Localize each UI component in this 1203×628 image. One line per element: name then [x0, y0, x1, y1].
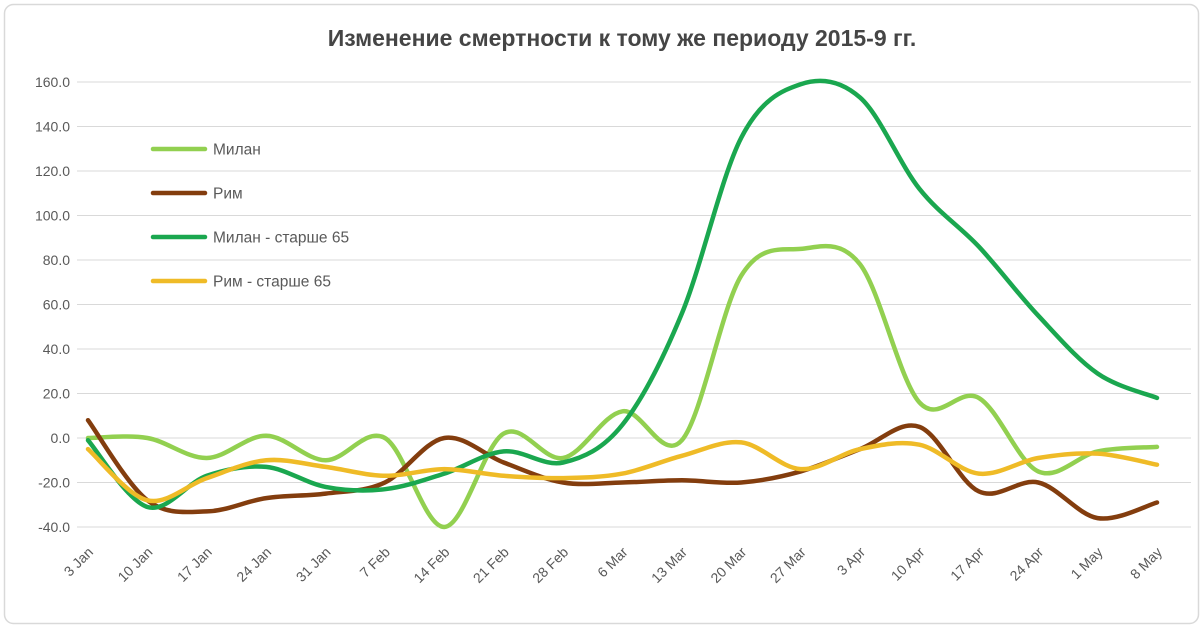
legend-label-3: Рим - старше 65	[213, 274, 331, 291]
y-axis-labels: -40.0 -20.0 0.0 20.0 40.0 60.0 80.0 100.0 120.0 1…	[35, 74, 70, 535]
series-line-2	[85, 78, 1160, 510]
series-lines	[85, 78, 1160, 530]
y-axis-label: 60.0	[43, 297, 70, 313]
y-axis-label: 120.0	[35, 163, 70, 179]
legend-label-1: Рим	[213, 186, 243, 203]
y-axis-label: 40.0	[43, 341, 70, 357]
series-line-1	[85, 417, 1160, 521]
legend-item-3[interactable]: Рим - старше 65	[150, 274, 331, 291]
y-axis-label: -40.0	[38, 519, 70, 535]
legend-item-1[interactable]: Рим	[150, 186, 243, 203]
series-line-3	[85, 439, 1160, 504]
legend-item-0[interactable]: Милан	[150, 142, 261, 159]
y-axis-label: 0.0	[51, 430, 71, 446]
chart-title: Изменение смертности к тому же периоду 2…	[328, 25, 917, 51]
y-axis-label: 140.0	[35, 119, 70, 135]
legend-item-2[interactable]: Милан - старше 65	[150, 230, 349, 247]
y-axis-label: 80.0	[43, 252, 70, 268]
y-axis-label: 100.0	[35, 208, 70, 224]
y-axis-label: 160.0	[35, 74, 70, 90]
y-axis-label: -20.0	[38, 475, 70, 491]
legend-label-0: Милан	[213, 142, 261, 159]
chart-border	[3, 3, 1200, 625]
legend: Милан Рим Милан - старше 65 Рим - старше 65	[150, 142, 349, 291]
y-axis-label: 20.0	[43, 386, 70, 402]
legend-label-2: Милан - старше 65	[213, 230, 349, 247]
